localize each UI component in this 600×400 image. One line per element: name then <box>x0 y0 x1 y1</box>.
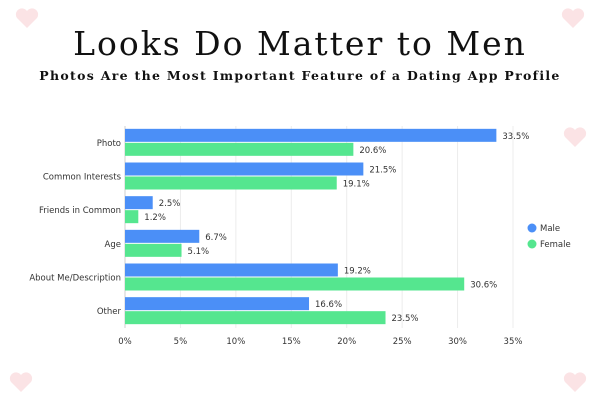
x-tick-label: 15% <box>282 337 301 347</box>
category-label: About Me/Description <box>29 274 121 284</box>
x-tick-label: 5% <box>174 337 188 347</box>
category-label: Other <box>97 307 122 317</box>
bar-male <box>125 297 310 311</box>
x-tick-label: 10% <box>226 337 245 347</box>
category-label: Photo <box>97 139 121 149</box>
heart-icon <box>15 8 39 28</box>
x-tick-label: 20% <box>337 337 356 347</box>
data-label: 19.1% <box>343 180 370 190</box>
legend-label: Female <box>540 240 571 250</box>
legend-label: Male <box>540 224 560 234</box>
bar-female <box>125 210 139 224</box>
bar-male <box>125 263 338 277</box>
data-label: 16.6% <box>315 300 342 310</box>
bar-female <box>125 243 182 257</box>
legend-marker-male <box>527 223 537 233</box>
bar-female <box>125 142 354 156</box>
x-tick-label: 35% <box>504 337 523 347</box>
category-label: Common Interests <box>43 173 122 183</box>
heart-icon <box>561 8 585 28</box>
data-label: 30.6% <box>470 281 497 291</box>
bar-male <box>125 229 200 243</box>
data-label: 19.2% <box>344 267 371 277</box>
chart-title: Looks Do Matter to Men <box>73 24 527 63</box>
x-tick-label: 25% <box>393 337 412 347</box>
bar-female <box>125 277 465 291</box>
data-label: 21.5% <box>369 166 396 176</box>
chart-subtitle: Photos Are the Most Important Feature of… <box>39 68 561 83</box>
data-label: 23.5% <box>392 314 419 324</box>
x-tick-label: 30% <box>448 337 467 347</box>
heart-icon <box>563 372 587 392</box>
x-tick-label: 0% <box>118 337 132 347</box>
bar-male <box>125 196 153 210</box>
category-label: Age <box>105 240 121 250</box>
bar-female <box>125 176 337 190</box>
legend-marker-female <box>527 239 537 249</box>
bar-female <box>125 311 386 325</box>
data-label: 6.7% <box>205 233 227 243</box>
category-label: Friends in Common <box>39 206 121 216</box>
data-label: 20.6% <box>359 146 386 156</box>
data-label: 33.5% <box>502 132 529 142</box>
heart-icon <box>563 127 587 147</box>
bar-male <box>125 162 364 176</box>
bar-male <box>125 128 497 142</box>
data-label: 1.2% <box>144 213 166 223</box>
data-label: 5.1% <box>188 247 210 257</box>
data-label: 2.5% <box>159 199 181 209</box>
heart-icon <box>9 372 33 392</box>
